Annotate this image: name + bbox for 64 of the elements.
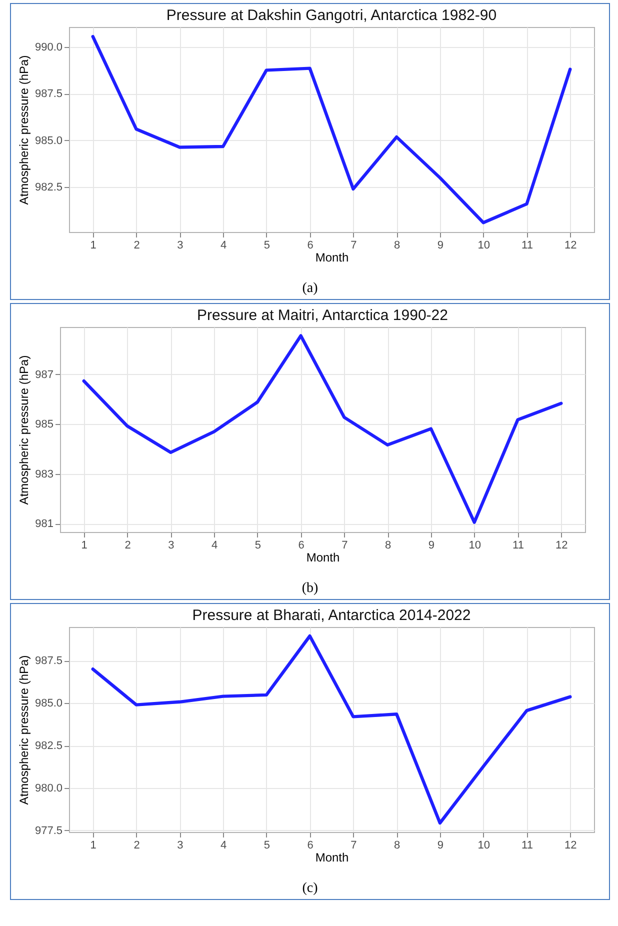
x-axis-title: Month	[315, 250, 349, 264]
x-tick-label: 5	[264, 840, 270, 852]
x-tick-label: 11	[522, 240, 533, 252]
line-series	[91, 634, 572, 825]
chart-title: Pressure at Bharati, Antarctica 2014-2022	[192, 607, 471, 624]
text: (a)	[301, 281, 319, 298]
y-tick-label: 990.0	[34, 41, 62, 54]
x-tick-label: 6	[298, 540, 304, 552]
y-tick-label: 985	[35, 418, 54, 431]
x-tick-label: 11	[512, 540, 524, 552]
x-axis-title: Month	[315, 850, 349, 864]
line-series	[82, 334, 563, 524]
x-tick-label: 12	[564, 840, 577, 852]
y-tick-label: 987.5	[34, 88, 62, 100]
y-tick-label: 980.0	[34, 782, 62, 795]
x-tick-label: 2	[134, 240, 140, 252]
x-tick-label: 5	[264, 240, 270, 252]
x-tick-label: 6	[307, 840, 314, 852]
x-tick-label: 9	[428, 540, 435, 552]
x-tick-label: 8	[385, 540, 392, 552]
x-tick-label: 8	[394, 840, 400, 852]
x-tick-label: 1	[90, 240, 96, 252]
x-tick-label: 8	[394, 240, 400, 252]
x-tick-label: 2	[134, 840, 140, 852]
y-tick-label: 987	[35, 368, 54, 381]
text: (b)	[300, 581, 320, 598]
chart-title: Pressure at Dakshin Gangotri, Antarctica 1982-90	[166, 7, 497, 24]
y-tick-label: 983	[35, 468, 54, 480]
chart-title: Pressure at Maitri, Antarctica 1990-22	[197, 307, 448, 324]
x-tick-label: 9	[437, 840, 444, 852]
x-tick-label: 5	[254, 540, 261, 552]
x-tick-label: 6	[307, 240, 314, 252]
x-tick-label: 7	[350, 840, 357, 852]
x-tick-label: 3	[177, 840, 184, 852]
y-tick-label: 985.0	[34, 698, 62, 710]
y-axis-title: Atmospheric pressure (hPa)	[16, 55, 31, 205]
y-axis-title: Atmospheric pressure (hPa)	[17, 355, 32, 505]
x-tick-label: 4	[220, 240, 227, 252]
y-tick-label: 981	[35, 518, 54, 530]
x-tick-label: 12	[556, 540, 568, 552]
x-tick-label: 4	[211, 540, 218, 552]
x-tick-label: 7	[350, 240, 357, 252]
x-tick-label: 9	[437, 240, 444, 252]
x-tick-label: 10	[478, 240, 490, 252]
y-tick-label: 987.5	[34, 655, 62, 668]
x-tick-label: 11	[522, 840, 533, 852]
x-tick-label: 1	[90, 840, 96, 852]
x-tick-label: 2	[124, 540, 131, 552]
line-series	[91, 34, 572, 224]
y-tick-label: 977.5	[34, 824, 62, 837]
x-tick-label: 10	[468, 540, 481, 552]
x-tick-label: 12	[564, 240, 577, 252]
x-axis-title: Month	[306, 550, 340, 564]
y-tick-label: 985.0	[34, 134, 62, 147]
y-axis-title: Atmospheric pressure (hPa)	[16, 655, 31, 805]
y-tick-label: 982.5	[34, 740, 62, 752]
x-tick-label: 7	[342, 540, 348, 552]
x-tick-label: 10	[478, 840, 490, 852]
y-tick-label: 982.5	[34, 182, 62, 194]
x-tick-label: 3	[177, 240, 184, 252]
x-tick-label: 1	[81, 540, 88, 552]
x-tick-label: 3	[168, 540, 174, 552]
text: (c)	[301, 881, 319, 898]
x-tick-label: 4	[220, 840, 227, 852]
